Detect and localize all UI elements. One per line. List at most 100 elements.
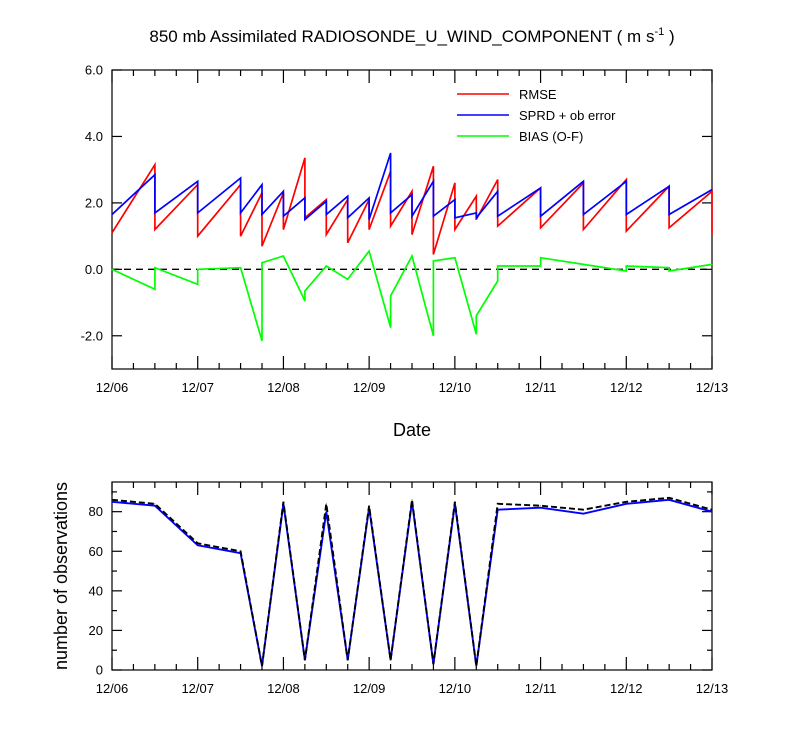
data-point	[197, 542, 199, 544]
data-point	[475, 212, 477, 214]
data-point	[433, 663, 434, 665]
data-point	[368, 505, 370, 507]
data-point	[433, 260, 434, 262]
data-point	[154, 164, 156, 166]
data-point	[390, 327, 391, 328]
data-point	[583, 229, 584, 230]
data-point	[261, 340, 263, 342]
data-point	[668, 267, 670, 269]
y-tick-label: 6.0	[85, 63, 103, 78]
plot-frame	[111, 481, 713, 671]
data-point	[583, 513, 584, 515]
data-point	[454, 182, 456, 184]
data-point	[497, 280, 499, 282]
data-point	[261, 245, 263, 247]
data-point	[454, 199, 456, 200]
data-point	[583, 214, 584, 215]
data-point	[261, 184, 263, 186]
x-tick-label: 12/11	[525, 681, 557, 696]
data-point	[497, 215, 499, 217]
data-point	[154, 288, 156, 290]
data-point	[390, 212, 391, 214]
data-point	[411, 190, 413, 192]
data-point	[433, 180, 434, 182]
data-point	[347, 242, 349, 244]
data-point	[347, 217, 349, 219]
y-tick-label: 20	[89, 623, 103, 638]
series-line-0	[111, 498, 713, 667]
data-point	[325, 214, 327, 215]
data-point	[111, 268, 113, 270]
x-tick-label: 12/12	[610, 681, 643, 696]
data-point	[347, 659, 349, 661]
legend-label: BIAS (O-F)	[519, 129, 583, 144]
data-point	[711, 189, 713, 191]
data-point	[240, 267, 241, 269]
data-point	[668, 499, 670, 501]
data-point	[497, 265, 499, 267]
data-point	[711, 511, 713, 513]
data-point	[111, 214, 113, 215]
data-point	[154, 503, 156, 505]
x-tick-label: 12/08	[267, 681, 300, 696]
data-point	[668, 270, 670, 272]
data-point	[197, 283, 199, 285]
series-line-1	[111, 496, 713, 667]
data-point	[475, 217, 477, 219]
y-tick-label: 80	[89, 504, 103, 519]
x-tick-label: 12/06	[96, 681, 129, 696]
data-point	[583, 263, 584, 265]
chart-title: 850 mb Assimilated RADIOSONDE_U_WIND_COM…	[149, 26, 674, 46]
data-point	[325, 199, 327, 200]
data-point	[325, 200, 327, 202]
y-tick-label: 0	[96, 663, 103, 678]
series-line-2	[111, 249, 713, 342]
y-tick-label: 2.0	[85, 195, 103, 210]
data-point	[433, 165, 434, 167]
data-point	[368, 229, 370, 230]
data-point	[711, 190, 713, 192]
data-point	[368, 197, 370, 199]
data-point	[283, 190, 284, 192]
y-tick-label: 0.0	[85, 262, 103, 277]
data-point	[261, 665, 263, 667]
data-point	[433, 215, 434, 217]
data-point	[540, 227, 541, 229]
data-point	[540, 505, 541, 507]
data-point	[197, 268, 199, 270]
data-point	[475, 665, 477, 667]
data-point	[475, 195, 477, 197]
data-point	[240, 235, 241, 237]
x-tick-label: 12/07	[181, 380, 214, 395]
x-tick-label: 12/10	[439, 681, 472, 696]
data-point	[368, 250, 370, 252]
data-point	[154, 212, 156, 214]
data-point	[540, 507, 541, 509]
data-point	[325, 265, 327, 267]
data-point	[304, 300, 306, 302]
data-point	[304, 659, 306, 661]
data-point	[668, 185, 670, 187]
data-point	[197, 212, 199, 214]
data-point	[283, 215, 284, 217]
data-point	[668, 214, 670, 215]
data-point	[668, 227, 670, 229]
data-point	[497, 179, 499, 181]
x-axis-label: Date	[393, 420, 431, 440]
data-point	[411, 499, 413, 501]
data-point	[304, 197, 306, 199]
data-point	[625, 214, 627, 215]
data-point	[368, 219, 370, 220]
x-tick-label: 12/09	[353, 380, 386, 395]
data-point	[411, 255, 413, 257]
data-point	[154, 267, 156, 269]
data-point	[433, 253, 434, 255]
data-point	[111, 499, 113, 501]
x-tick-label: 12/11	[525, 380, 557, 395]
legend-label: RMSE	[519, 87, 557, 102]
x-tick-label: 12/09	[353, 681, 386, 696]
x-tick-label: 12/08	[267, 380, 300, 395]
data-point	[625, 501, 627, 503]
data-point	[197, 235, 199, 237]
bottom-panel: 12/06 12/07 12/08 12/09 12/10 12/11 12/12 12/13…	[51, 481, 728, 696]
